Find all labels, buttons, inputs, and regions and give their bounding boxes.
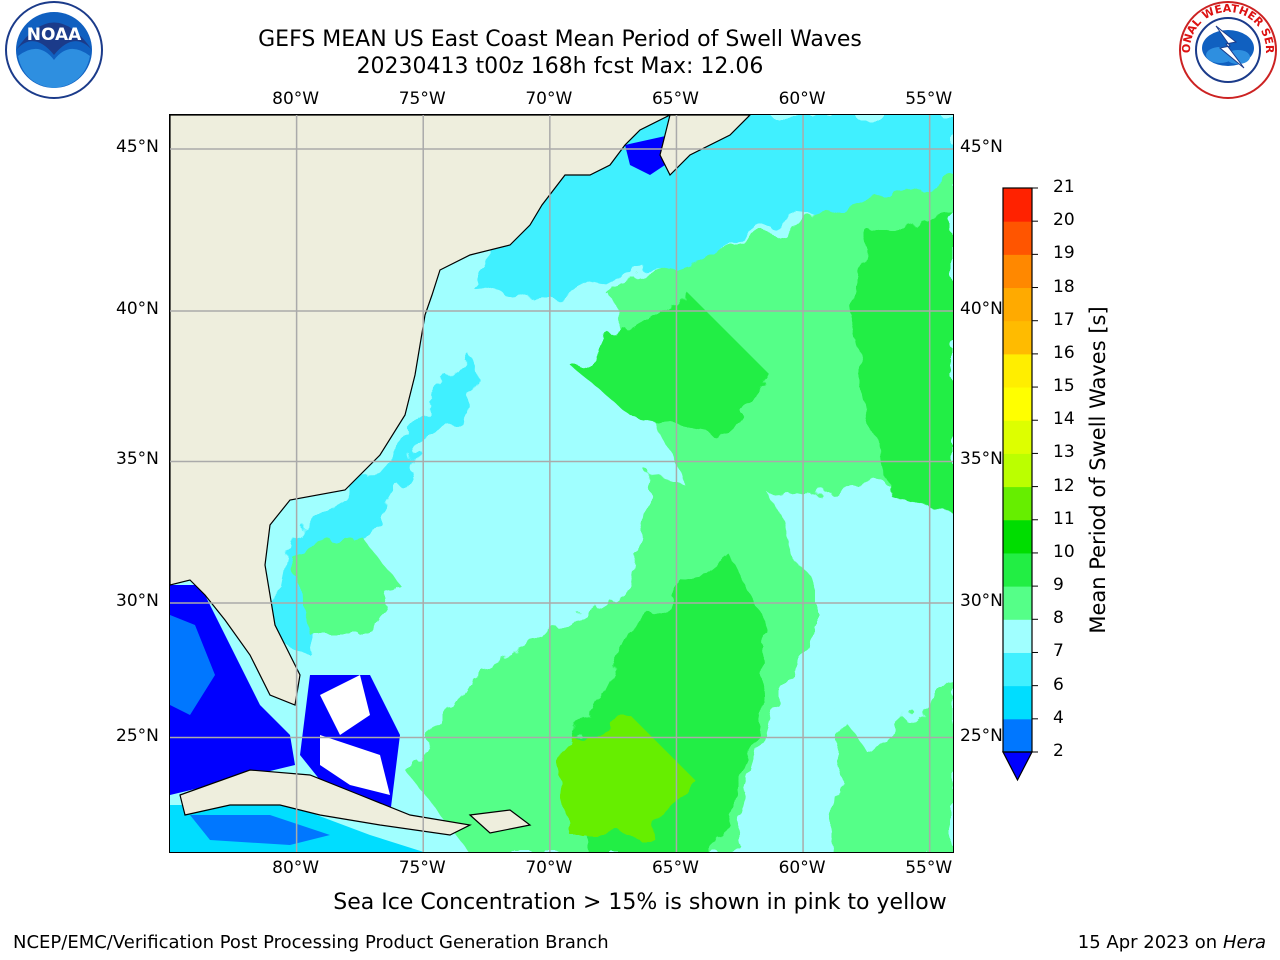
- colorbar-tick-label: 19: [1053, 243, 1075, 264]
- lon-label-top: 80°W: [272, 89, 320, 109]
- colorbar-segment: [1003, 685, 1032, 720]
- swell-period-map: [170, 115, 953, 852]
- colorbar-tick-label: 12: [1053, 475, 1075, 496]
- lon-label-bottom: 75°W: [398, 858, 446, 878]
- lon-label-top: 70°W: [525, 89, 573, 109]
- chart-subtitle: 20230413 t00z 168h fcst Max: 12.06: [356, 54, 764, 79]
- graticule: [170, 115, 953, 852]
- colorbar-segment: [1003, 652, 1032, 687]
- lat-label-right: 25°N: [960, 725, 1003, 746]
- colorbar-tick-label: 16: [1053, 342, 1075, 363]
- gulf-region-blue: [170, 585, 295, 795]
- colorbar-under-arrow: [1002, 751, 1033, 782]
- sea-ice-note: Sea Ice Concentration > 15% is shown in …: [333, 890, 947, 915]
- colorbar-tick-label: 18: [1053, 276, 1075, 297]
- lon-label-top: 55°W: [905, 89, 953, 109]
- colorbar-tick-label: 9: [1053, 575, 1064, 596]
- footer-date: 15 Apr 2023 on: [1077, 932, 1218, 953]
- colorbar-segment: [1003, 188, 1032, 222]
- gulf-region-mid: [170, 615, 215, 715]
- lat-label-right: 35°N: [960, 449, 1003, 470]
- colorbar-segment: [1003, 586, 1032, 620]
- lat-label-right: 45°N: [960, 137, 1003, 158]
- colorbar-tick-label: 2: [1053, 741, 1064, 761]
- colorbar-tick-label: 20: [1053, 210, 1075, 231]
- ocean-region-lightcyan-1: [470, 295, 640, 475]
- chart-title: GEFS MEAN US East Coast Mean Period of S…: [258, 27, 862, 52]
- colorbar-segment: [1003, 353, 1032, 388]
- land-us-east: [170, 115, 671, 706]
- colorbar: [1002, 187, 1038, 782]
- lat-label-left: 30°N: [116, 590, 159, 611]
- lon-label-bottom: 60°W: [778, 858, 826, 878]
- land-cuba: [179, 769, 472, 836]
- land-hispaniola: [468, 809, 532, 834]
- lon-label-bottom: 80°W: [272, 858, 320, 878]
- colorbar-tick-label: 8: [1053, 608, 1064, 629]
- colorbar-title: Mean Period of Swell Waves [s]: [1086, 306, 1110, 634]
- lat-label-left: 25°N: [116, 725, 159, 746]
- ocean-region-lightcyan-3: [450, 515, 630, 635]
- lat-label-right: 40°N: [960, 298, 1003, 319]
- colorbar-tick-label: 6: [1053, 674, 1064, 695]
- colorbar-segment: [1003, 519, 1032, 554]
- ocean-region-green-west: [290, 535, 400, 635]
- land-nova-scotia: [659, 115, 751, 177]
- nws-logo: NATIONAL WEATHER SERVICE: [1178, 0, 1277, 99]
- lat-label-left: 45°N: [116, 137, 159, 158]
- lat-label-right: 30°N: [960, 590, 1003, 611]
- colorbar-tick-label: 7: [1053, 641, 1064, 662]
- map-frame: [169, 114, 954, 853]
- colorbar-segment: [1003, 552, 1032, 587]
- colorbar-tick-label: 4: [1053, 707, 1064, 728]
- ocean-region-lightcyan-2: [770, 475, 953, 755]
- colorbar-segment: [1003, 254, 1032, 289]
- lon-label-top: 75°W: [398, 89, 446, 109]
- noaa-logo: NOAA: [5, 1, 103, 99]
- colorbar-segment: [1003, 453, 1032, 488]
- noaa-logo-text: NOAA: [27, 25, 82, 45]
- footer-credit: NCEP/EMC/Verification Post Processing Pr…: [13, 932, 609, 953]
- lat-label-left: 40°N: [116, 298, 159, 319]
- colorbar-tick-label: 15: [1053, 376, 1075, 397]
- lon-label-bottom: 55°W: [905, 858, 953, 878]
- footer-machine: Hera: [1222, 932, 1266, 953]
- colorbar-segment: [1003, 320, 1032, 355]
- ocean-region-green-core-ne: [850, 215, 953, 515]
- footer-timestamp: 15 Apr 2023 on Hera: [1078, 932, 1266, 953]
- colorbar-segment: [1003, 221, 1032, 255]
- caribbean-region-blue: [190, 815, 330, 845]
- colorbar-border: [1002, 187, 1033, 753]
- lat-label-left: 35°N: [116, 449, 159, 470]
- colorbar-segment: [1003, 619, 1032, 653]
- ocean-region-yellowgreen: [550, 715, 690, 835]
- colorbar-tick-label: 13: [1053, 442, 1075, 463]
- colorbar-segment: [1003, 718, 1032, 753]
- lon-label-top: 65°W: [651, 89, 699, 109]
- colorbar-segment: [1003, 287, 1032, 322]
- lon-label-bottom: 70°W: [525, 858, 573, 878]
- colorbar-segment: [1003, 387, 1032, 421]
- colorbar-segment: [1003, 486, 1032, 521]
- lon-label-top: 60°W: [778, 89, 826, 109]
- colorbar-tick-label: 14: [1053, 409, 1075, 430]
- ocean-region-green-core-mid: [570, 295, 770, 435]
- bahamas-missing-2: [320, 735, 390, 795]
- lon-label-bottom: 65°W: [651, 858, 699, 878]
- colorbar-tick-label: 10: [1053, 541, 1075, 562]
- colorbar-segment: [1003, 420, 1032, 454]
- colorbar-tick-label: 17: [1053, 309, 1075, 330]
- bahamas-missing-1: [320, 675, 370, 735]
- colorbar-tick-label: 21: [1053, 177, 1075, 197]
- colorbar-tick-label: 11: [1053, 508, 1075, 529]
